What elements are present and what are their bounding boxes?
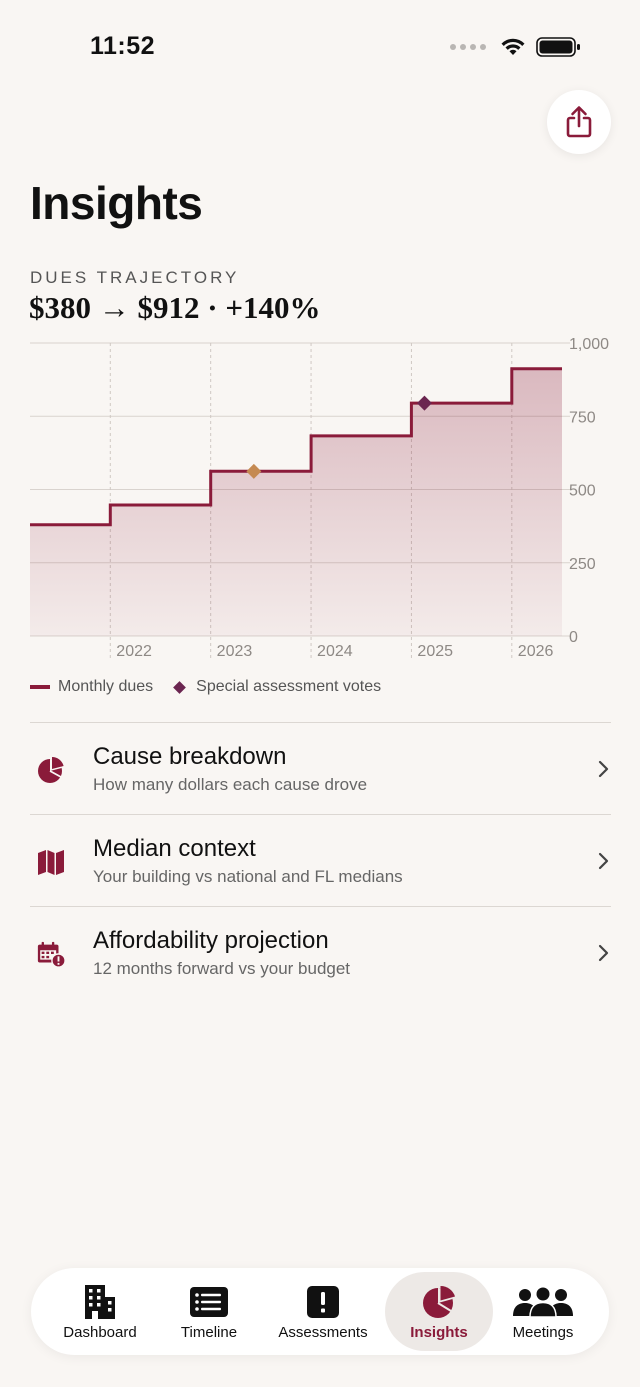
pie-chart-icon bbox=[38, 757, 64, 783]
divider bbox=[30, 722, 611, 723]
divider bbox=[30, 906, 611, 907]
wifi-icon bbox=[501, 38, 525, 55]
pie-chart-icon bbox=[423, 1285, 455, 1318]
row-title: Cause breakdown bbox=[93, 743, 287, 770]
dues-chart: 0 250 500 750 1,000 2022 2023 2024 2025 2026 bbox=[30, 336, 609, 660]
tab-label: Assessments bbox=[278, 1324, 368, 1341]
divider bbox=[30, 814, 611, 815]
y-tick-label: 250 bbox=[569, 556, 596, 573]
status-time: 11:52 bbox=[90, 32, 156, 60]
page-title: Insights bbox=[30, 177, 203, 229]
x-tick-label: 2026 bbox=[518, 643, 554, 660]
x-tick-label: 2024 bbox=[317, 643, 353, 660]
battery-icon bbox=[536, 37, 580, 57]
signal-icon bbox=[450, 44, 486, 50]
special-assessment-vote-marker bbox=[416, 395, 432, 411]
map-icon bbox=[38, 850, 64, 875]
y-tick-label: 1,000 bbox=[569, 336, 609, 353]
tab-bar: Dashboard Timeline Assessments bbox=[31, 1268, 609, 1355]
tab-meetings[interactable]: Meetings bbox=[493, 1272, 593, 1351]
status-bar: 11:52 bbox=[0, 0, 640, 90]
cause-breakdown-row[interactable]: Cause breakdown How many dollars each ca… bbox=[30, 723, 611, 813]
dues-trajectory-label: DUES TRAJECTORY bbox=[30, 268, 240, 287]
tab-timeline[interactable]: Timeline bbox=[159, 1272, 259, 1351]
chevron-right-icon bbox=[598, 760, 609, 778]
tab-label: Insights bbox=[410, 1324, 468, 1341]
row-title: Median context bbox=[93, 835, 256, 862]
x-tick-label: 2023 bbox=[217, 643, 253, 660]
legend-monthly-dues: Monthly dues bbox=[58, 678, 154, 695]
x-tick-label: 2025 bbox=[417, 643, 453, 660]
people-icon bbox=[513, 1287, 573, 1318]
tab-dashboard[interactable]: Dashboard bbox=[41, 1272, 159, 1351]
monthly-dues-line bbox=[30, 367, 562, 527]
chevron-right-icon bbox=[598, 944, 609, 962]
chevron-right-icon bbox=[598, 852, 609, 870]
row-subtitle: How many dollars each cause drove bbox=[93, 775, 368, 794]
status-icons bbox=[450, 36, 582, 58]
legend-line-swatch bbox=[30, 685, 50, 689]
tab-label: Timeline bbox=[180, 1324, 238, 1341]
tab-assessments[interactable]: Assessments bbox=[267, 1272, 379, 1351]
y-tick-label: 500 bbox=[569, 483, 596, 500]
tab-insights[interactable]: Insights bbox=[385, 1272, 493, 1351]
special-assessment-vote-marker bbox=[246, 463, 262, 479]
legend-special-assessment-votes: Special assessment votes bbox=[196, 678, 382, 695]
monthly-dues-area bbox=[30, 368, 562, 636]
y-tick-label: 750 bbox=[569, 409, 596, 426]
row-subtitle: Your building vs national and FL medians bbox=[93, 867, 403, 886]
row-title: Affordability projection bbox=[93, 927, 329, 954]
tab-label: Meetings bbox=[512, 1324, 574, 1341]
share-button[interactable] bbox=[547, 90, 611, 154]
y-tick-label: 0 bbox=[569, 629, 578, 646]
dues-trajectory-headline: $380 → $912 · +140% bbox=[29, 290, 321, 325]
affordability-projection-row[interactable]: Affordability projection 12 months forwa… bbox=[30, 907, 611, 997]
share-icon bbox=[566, 106, 592, 138]
exclamation-icon bbox=[307, 1286, 339, 1318]
list-icon bbox=[190, 1287, 228, 1317]
median-context-row[interactable]: Median context Your building vs national… bbox=[30, 815, 611, 905]
row-subtitle: 12 months forward vs your budget bbox=[93, 959, 351, 978]
x-tick-label: 2022 bbox=[116, 643, 152, 660]
legend-diamond-swatch bbox=[173, 680, 187, 694]
tab-label: Dashboard bbox=[63, 1324, 137, 1341]
calendar-alert-icon bbox=[37, 941, 66, 968]
building-icon bbox=[85, 1285, 115, 1319]
chart-legend: Monthly dues Special assessment votes bbox=[30, 678, 381, 696]
